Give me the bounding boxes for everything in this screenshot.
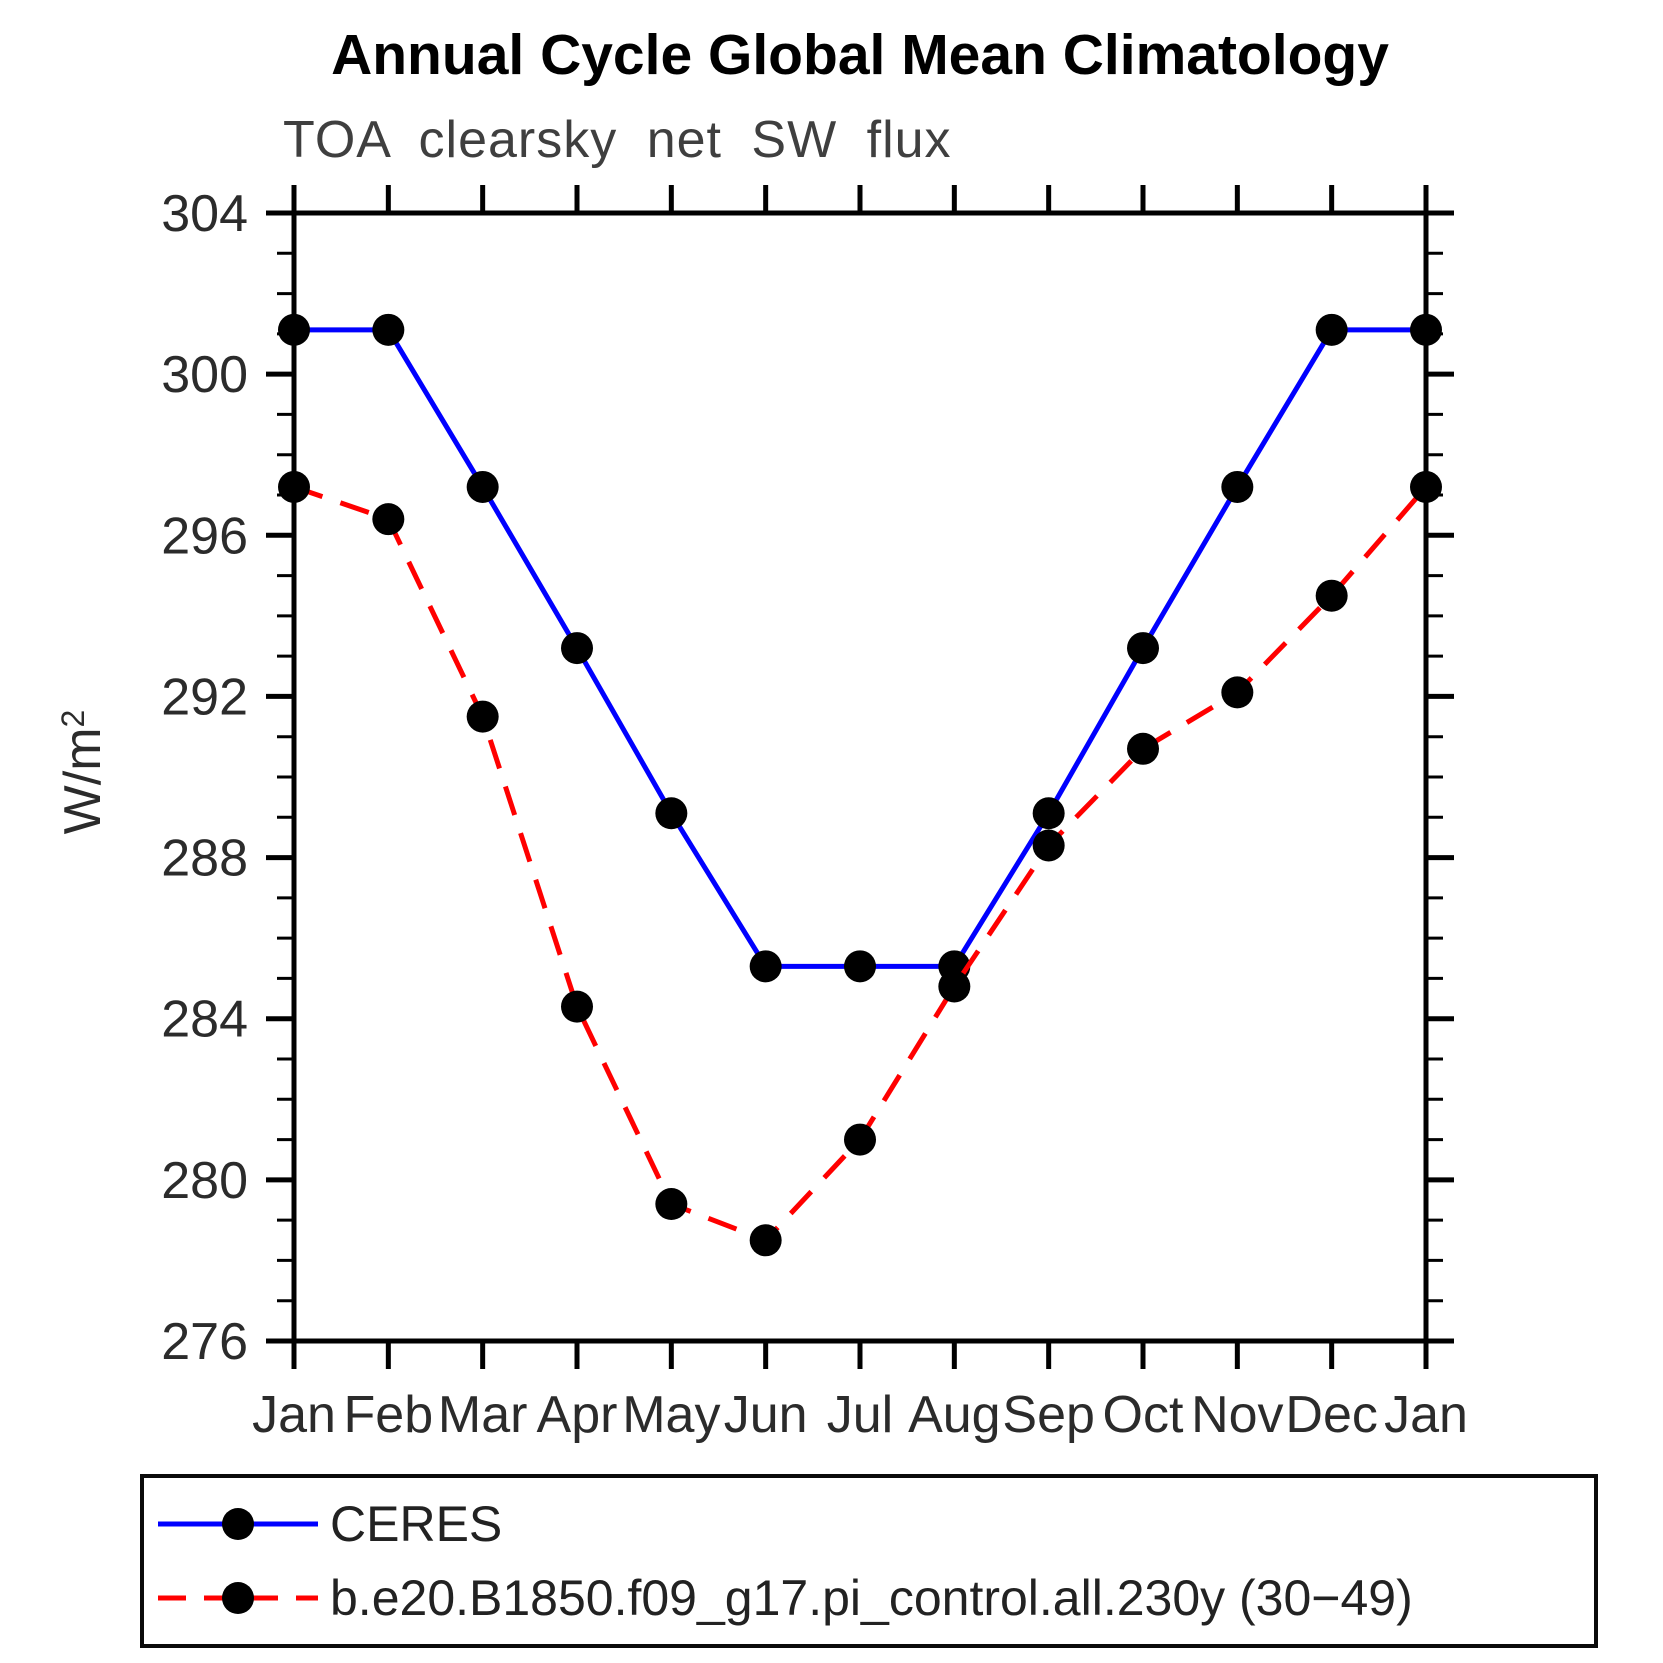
x-tick-label: Apr [537, 1386, 618, 1444]
chart-title: Annual Cycle Global Mean Climatology [331, 23, 1389, 87]
series-line-0 [294, 327, 1426, 969]
data-point-marker [561, 632, 593, 665]
y-tick-label: 304 [161, 185, 248, 243]
data-point-marker [1221, 470, 1254, 503]
data-point-marker [372, 503, 405, 536]
data-point-marker [1410, 313, 1442, 346]
legend-item-label: b.e20.B1850.f09_g17.pi_control.all.230y … [330, 1570, 1413, 1626]
x-tick-label: Jul [827, 1386, 893, 1444]
legend-item: b.e20.B1850.f09_g17.pi_control.all.230y … [154, 1570, 1594, 1626]
data-point-marker [278, 470, 310, 503]
y-axis-label: W/m2 [54, 710, 112, 835]
y-tick-label: 300 [161, 346, 248, 404]
y-tick-label: 276 [161, 1313, 248, 1371]
data-point-marker [1410, 470, 1442, 503]
legend-item: CERES [154, 1496, 1594, 1552]
plot-frame [291, 210, 1429, 1344]
data-point-marker [278, 313, 310, 346]
y-tick-label: 284 [161, 991, 248, 1049]
x-tick-label: May [622, 1386, 720, 1444]
data-point-marker [655, 1188, 688, 1221]
legend-key-dashed-line [158, 1582, 318, 1614]
legend: CERES b.e20.B1850.f09_g17.pi_control.all.… [140, 1474, 1598, 1648]
x-tick-label: Jun [724, 1386, 808, 1444]
data-point-marker [1032, 829, 1065, 862]
x-tick-label: Aug [908, 1386, 1001, 1444]
y-tick-label: 280 [161, 1152, 248, 1210]
x-tick-label: Oct [1103, 1386, 1184, 1444]
data-point-marker [561, 990, 593, 1023]
data-point-marker [1032, 797, 1065, 830]
data-point-marker [1127, 732, 1159, 765]
x-tick-label: Jan [1384, 1386, 1468, 1444]
data-point-marker [1315, 313, 1348, 346]
chart-subtitle: TOA clearsky net SW flux [283, 111, 952, 169]
data-point-marker [466, 470, 499, 503]
data-point-marker [749, 950, 782, 983]
data-point-marker [466, 700, 499, 733]
x-tick-label: Feb [344, 1386, 434, 1444]
data-point-marker [749, 1224, 782, 1257]
data-point-marker [844, 1123, 876, 1156]
x-tick-label: Mar [438, 1386, 528, 1444]
x-tick-label: Nov [1191, 1386, 1283, 1444]
legend-key-solid-line [158, 1508, 318, 1540]
data-point-marker [1315, 579, 1348, 612]
x-tick-label: Dec [1285, 1386, 1377, 1444]
legend-item-label: CERES [330, 1496, 503, 1552]
x-tick-label: Jan [252, 1386, 336, 1444]
x-tick-label: Sep [1002, 1386, 1095, 1444]
y-tick-label: 292 [161, 668, 248, 726]
y-tick-label: 296 [161, 507, 248, 565]
data-point-marker [938, 970, 971, 1003]
data-point-marker [372, 313, 405, 346]
data-point-marker [1221, 676, 1254, 709]
data-point-marker [844, 950, 876, 983]
data-point-marker [1127, 632, 1159, 665]
y-tick-label: 288 [161, 830, 248, 888]
data-point-marker [655, 797, 688, 830]
